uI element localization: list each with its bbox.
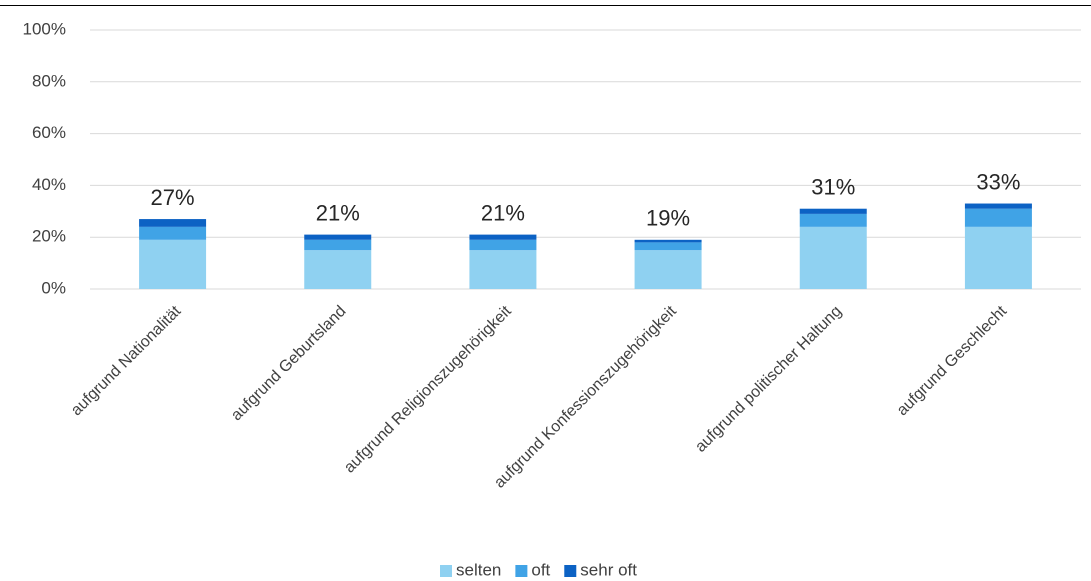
bar-segment bbox=[634, 250, 702, 289]
bar-segment bbox=[799, 213, 867, 227]
bar-segment bbox=[634, 239, 702, 243]
y-tick-label: 60% bbox=[32, 123, 66, 142]
total-label: 19% bbox=[646, 206, 690, 231]
x-tick-label: aufgrund Konfessionszugehörigkeit bbox=[491, 302, 680, 491]
y-tick-label: 0% bbox=[41, 278, 66, 297]
bar-segment bbox=[304, 250, 372, 289]
bar-segment bbox=[964, 203, 1032, 209]
bar-segment bbox=[139, 226, 207, 240]
legend-label: sehr oft bbox=[580, 560, 637, 579]
bar-segment bbox=[469, 250, 537, 289]
bar-segment bbox=[799, 226, 867, 289]
x-tick-label: aufgrund Nationalität bbox=[68, 302, 185, 419]
x-tick-label: aufgrund politischer Haltung bbox=[692, 303, 845, 456]
bar-segment bbox=[634, 242, 702, 251]
bar-segment bbox=[799, 208, 867, 214]
bar-segment bbox=[304, 239, 372, 251]
y-tick-label: 40% bbox=[32, 175, 66, 194]
x-tick-label: aufgrund Geburtsland bbox=[228, 303, 349, 424]
bar-segment bbox=[139, 219, 207, 227]
legend-label: oft bbox=[531, 560, 550, 579]
total-label: 21% bbox=[481, 200, 525, 225]
bar-segment bbox=[139, 239, 207, 289]
bar-segment bbox=[469, 234, 537, 240]
total-label: 27% bbox=[151, 185, 195, 210]
y-tick-label: 100% bbox=[23, 19, 66, 38]
bar-segment bbox=[964, 208, 1032, 227]
y-tick-label: 80% bbox=[32, 71, 66, 90]
bar-segment bbox=[469, 239, 537, 251]
total-label: 21% bbox=[316, 200, 360, 225]
bar-segment bbox=[964, 226, 1032, 289]
x-tick-label: aufgrund Religionszugehörigkeit bbox=[341, 302, 515, 476]
total-label: 31% bbox=[811, 175, 855, 200]
total-label: 33% bbox=[976, 169, 1020, 194]
legend-swatch bbox=[440, 565, 452, 577]
legend-label: selten bbox=[456, 560, 501, 579]
legend-swatch bbox=[564, 565, 577, 577]
y-tick-label: 20% bbox=[32, 227, 66, 246]
bar-segment bbox=[304, 234, 372, 240]
x-tick-label: aufgrund Geschlecht bbox=[894, 302, 1011, 419]
legend-swatch bbox=[515, 565, 528, 577]
